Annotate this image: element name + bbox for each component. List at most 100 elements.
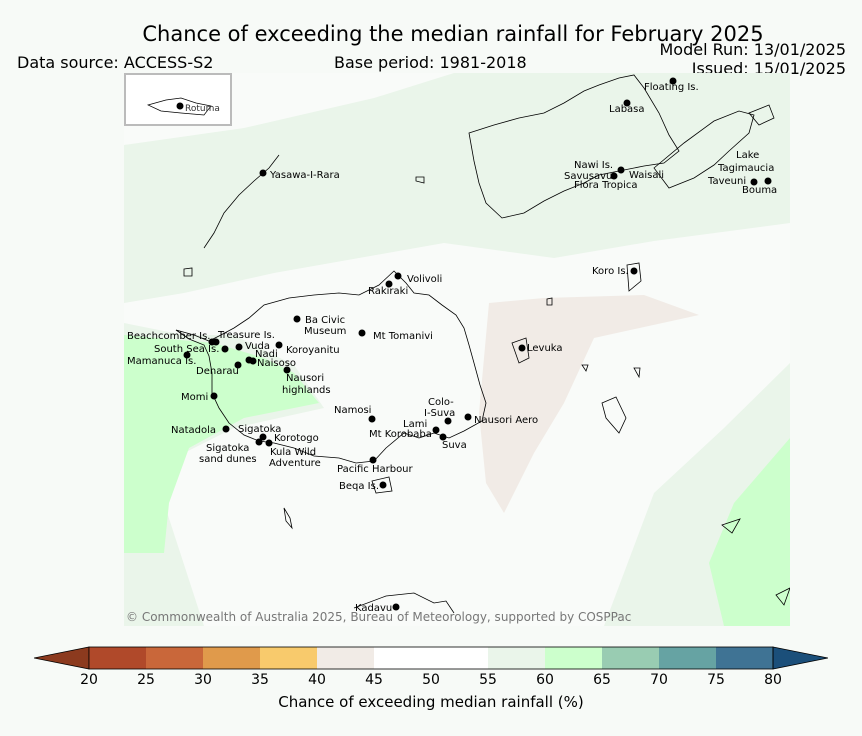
- taveuni-coast: [653, 110, 755, 189]
- colorbar-extend-low: [34, 646, 90, 670]
- place-label: Mamanuca Is.: [127, 356, 197, 367]
- place-label: Pacific Harbour: [337, 464, 413, 475]
- island-small-2: [183, 267, 193, 277]
- place-dot: [210, 392, 218, 400]
- beqa-coast: [371, 476, 393, 494]
- place-dot: [764, 177, 772, 185]
- place-label: I-Suva: [424, 408, 456, 419]
- place-label: Momi: [181, 392, 209, 403]
- colorbar-bin-75-80: [716, 647, 773, 669]
- place-label: Nadi: [255, 349, 278, 360]
- place-dot: [255, 438, 263, 446]
- place-label: Flora Tropica: [574, 180, 638, 191]
- colorbar-bin-60-65: [545, 647, 602, 669]
- place-dot: [518, 344, 526, 352]
- place-dot: [208, 338, 216, 346]
- place-label: Levuka: [527, 343, 563, 354]
- place-label: Taveuni: [708, 176, 747, 187]
- place-label: Lami: [403, 419, 428, 430]
- place-label: Kadavu: [355, 603, 393, 614]
- island-north-1: [415, 176, 425, 184]
- place-label: Lake: [736, 150, 760, 161]
- place-dot: [379, 481, 387, 489]
- place-label: Vuda: [245, 341, 270, 352]
- map-title: Chance of exceeding the median rainfall …: [142, 22, 764, 46]
- colorbar-label: Chance of exceeding median rainfall (%): [278, 693, 584, 711]
- place-dot: [235, 343, 243, 351]
- place-dot: [444, 417, 452, 425]
- copyright-notice: © Commonwealth of Australia 2025, Bureau…: [126, 610, 632, 624]
- place-dot: [464, 413, 472, 421]
- data-source: Data source: ACCESS-S2: [17, 53, 214, 72]
- vanua-levu-coast: [468, 74, 680, 219]
- colorbar-tick: 35: [251, 672, 269, 688]
- coastlines: [175, 74, 790, 614]
- place-label: Beqa Is.: [339, 481, 380, 492]
- place-label: Ba Civic: [305, 315, 346, 326]
- colorbar-tick: 60: [536, 672, 554, 688]
- place-label: Yasawa-I-Rara: [270, 170, 340, 181]
- place-label: Beachcomber Is.: [127, 331, 211, 342]
- place-label: South Sea Is.: [154, 344, 220, 355]
- place-dot: [283, 366, 291, 374]
- place-dot: [392, 603, 400, 611]
- place-dot: [293, 315, 301, 323]
- place-dot: [750, 178, 758, 186]
- rotuma-outline: [146, 97, 212, 116]
- colorbar-tick: 75: [707, 672, 725, 688]
- place-label: Waisali: [629, 170, 665, 181]
- place-dot: [234, 361, 242, 369]
- place-dot: [623, 99, 631, 107]
- base-period: Base period: 1981-2018: [334, 53, 527, 72]
- kadavu-coast: [353, 592, 455, 614]
- colorbar-extend-high: [772, 646, 828, 670]
- place-dot: [369, 456, 377, 464]
- rotuma-label: Rotuma: [185, 104, 220, 114]
- colorbar-bin-70-75: [659, 647, 716, 669]
- island-small-1: [546, 297, 553, 306]
- place-dot: [610, 172, 618, 180]
- rotuma-inset: Rotuma: [124, 73, 232, 126]
- map-canvas: [124, 73, 790, 626]
- colorbar-bin-30-35: [203, 647, 260, 669]
- place-dot: [265, 439, 273, 447]
- region-60-65-west: [124, 335, 319, 553]
- colorbar-bin-55-60: [488, 647, 545, 669]
- island-east-1: [601, 396, 627, 434]
- place-label: Bouma: [742, 185, 778, 196]
- yasawa-coast: [203, 154, 280, 249]
- place-label: Colo-: [428, 397, 454, 408]
- place-label: Sigatoka: [238, 424, 282, 435]
- colorbar-bin-65-70: [602, 647, 659, 669]
- place-dot: [432, 426, 440, 434]
- place-dot: [259, 169, 267, 177]
- place-label: Museum: [304, 326, 347, 337]
- place-label: Nausori: [286, 373, 325, 384]
- colorbar-bin-35-40: [260, 647, 317, 669]
- island-small-3: [581, 364, 589, 372]
- place-dot: [385, 280, 393, 288]
- place-dot: [275, 341, 283, 349]
- place-label: Tagimaucia: [718, 163, 775, 174]
- koro-coast: [626, 262, 642, 292]
- place-dot: [249, 357, 257, 365]
- colorbar-bin-25-30: [146, 647, 203, 669]
- colorbar-tick: 20: [80, 672, 98, 688]
- place-label: Koroyanitu: [286, 345, 340, 356]
- place-label: Suva: [442, 440, 467, 451]
- place-dot: [222, 425, 230, 433]
- place-label: Korotogo: [274, 433, 319, 444]
- colorbar-bin-40-45: [317, 647, 374, 669]
- place-label: highlands: [282, 385, 331, 396]
- place-label: Denarau: [196, 366, 239, 377]
- colorbar-tick: 50: [422, 672, 440, 688]
- colorbar-bin-20-25: [89, 647, 146, 669]
- place-label: Floating Is.: [644, 82, 699, 93]
- place-label: Namosi: [334, 405, 372, 416]
- place-label: Treasure Is.: [218, 330, 275, 341]
- place-dot: [245, 356, 253, 364]
- rotuma-dot: [176, 102, 184, 110]
- place-label: Mt Tomanivi: [373, 331, 433, 342]
- place-label: Volivoli: [407, 274, 443, 285]
- colorbar-tick: 55: [479, 672, 497, 688]
